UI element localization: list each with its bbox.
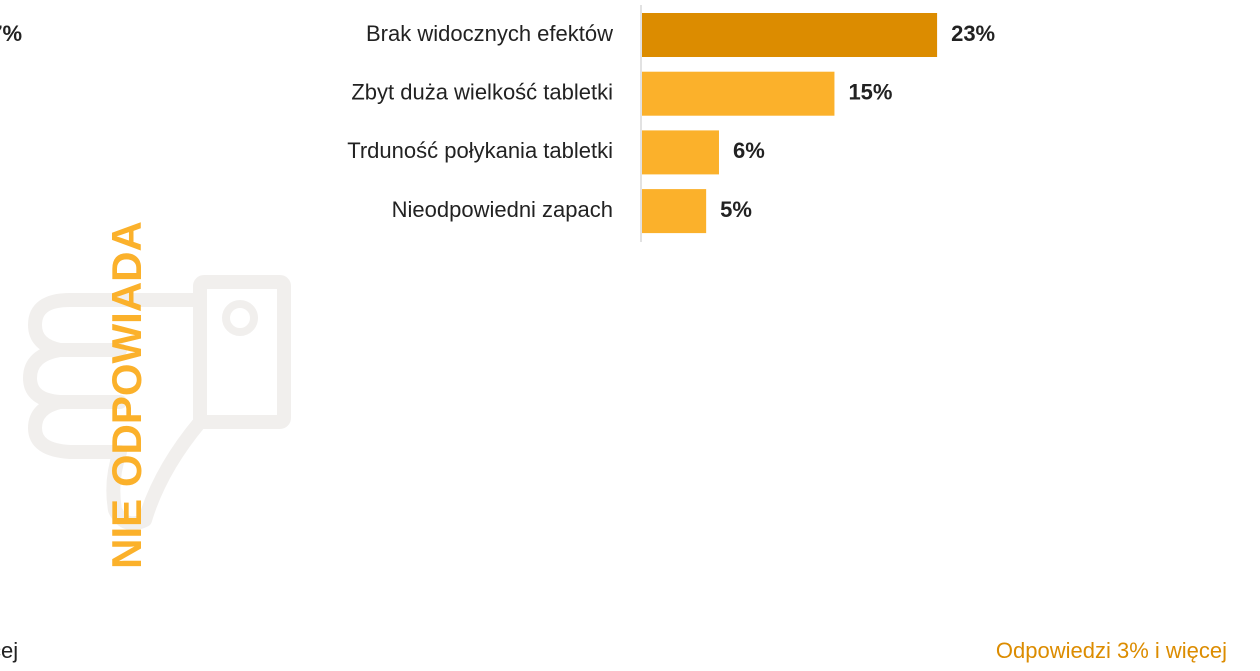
category-label: Nieodpowiedni zapach [392, 197, 613, 222]
bar [642, 189, 707, 234]
category-label: Trduność połykania tabletki [347, 138, 613, 163]
value-label: 5% [720, 197, 752, 222]
side-title: NIE ODPOWIADA [103, 221, 150, 569]
value-label: 15% [848, 80, 892, 105]
category-label: Brak widocznych efektów [366, 21, 613, 46]
left-note-fragment: cej [0, 638, 18, 663]
footnote: Odpowiedzi 3% i więcej [996, 638, 1227, 663]
category-label: Zbyt duża wielkość tabletki [351, 80, 613, 105]
thumbs-down-icon [23, 275, 291, 531]
value-label: 23% [951, 21, 995, 46]
bar [642, 13, 938, 57]
bar [642, 71, 835, 116]
left-value-fragment: 27% [0, 21, 22, 46]
bar [642, 130, 719, 175]
value-label: 6% [733, 138, 765, 163]
